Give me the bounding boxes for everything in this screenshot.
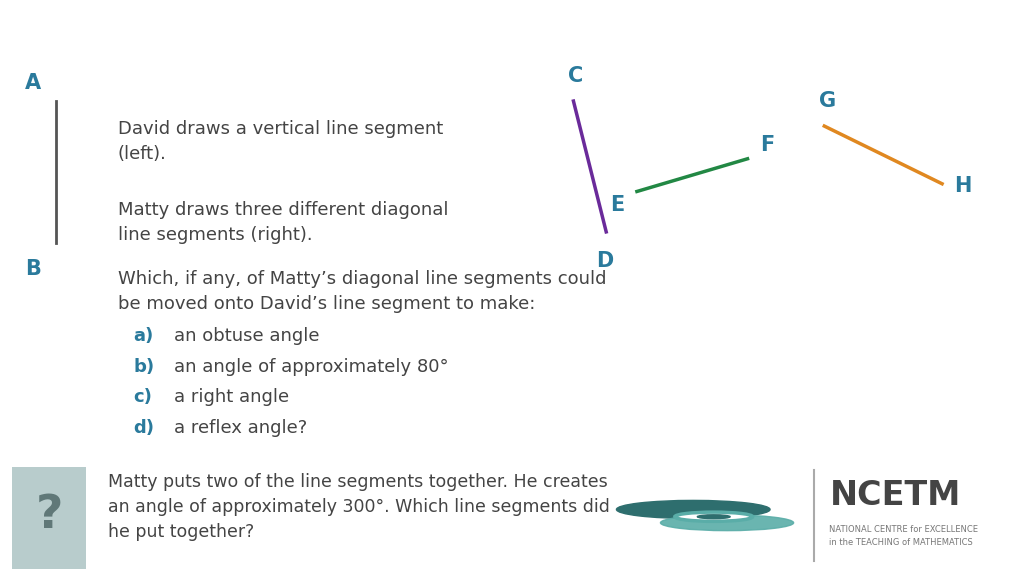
Text: d): d) <box>133 419 155 437</box>
Text: c): c) <box>133 388 152 406</box>
Text: b): b) <box>133 358 155 376</box>
Text: a): a) <box>133 327 154 345</box>
Circle shape <box>697 515 730 518</box>
FancyBboxPatch shape <box>12 467 86 569</box>
Text: an angle of approximately 80°: an angle of approximately 80° <box>174 358 449 376</box>
Text: ?: ? <box>36 493 62 538</box>
Text: G: G <box>819 90 837 111</box>
Text: David draws a vertical line segment
(left).: David draws a vertical line segment (lef… <box>118 120 443 163</box>
Text: E: E <box>610 195 625 215</box>
Text: NATIONAL CENTRE for EXCELLENCE
in the TEACHING of MATHEMATICS: NATIONAL CENTRE for EXCELLENCE in the TE… <box>829 525 979 547</box>
Text: D: D <box>596 251 613 271</box>
Text: A: A <box>25 73 41 93</box>
Text: a reflex angle?: a reflex angle? <box>174 419 307 437</box>
Text: NCETM: NCETM <box>829 479 961 512</box>
Text: F: F <box>760 135 774 155</box>
Text: Matty draws three different diagonal
line segments (right).: Matty draws three different diagonal lin… <box>118 201 449 244</box>
Text: a right angle: a right angle <box>174 388 289 406</box>
Text: Matty puts two of the line segments together. He creates
an angle of approximate: Matty puts two of the line segments toge… <box>108 473 609 541</box>
Text: an obtuse angle: an obtuse angle <box>174 327 319 345</box>
Text: H: H <box>954 176 972 196</box>
Circle shape <box>616 501 770 518</box>
Circle shape <box>660 515 794 530</box>
Text: Which, if any, of Matty’s diagonal line segments could
be moved onto David’s lin: Which, if any, of Matty’s diagonal line … <box>118 270 606 313</box>
Circle shape <box>675 512 753 521</box>
Text: B: B <box>25 259 41 279</box>
Text: C: C <box>568 66 584 86</box>
Text: Checkpoint 4: Pairs of line segments: Checkpoint 4: Pairs of line segments <box>18 22 563 48</box>
